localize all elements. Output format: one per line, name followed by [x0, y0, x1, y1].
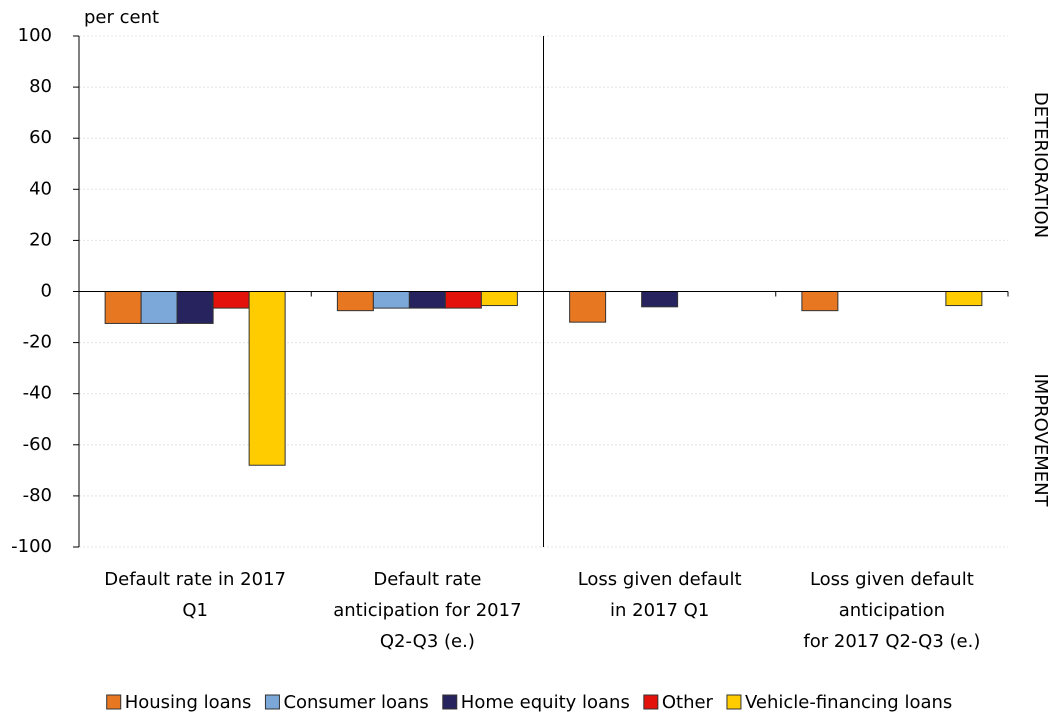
- y-tick-label: 40: [29, 178, 52, 199]
- bar: [336, 291, 374, 312]
- y-tick-label: -20: [23, 332, 52, 353]
- legend-swatch: [264, 694, 280, 710]
- y-tick-label: 0: [41, 281, 52, 302]
- y-tick-label: -60: [23, 434, 52, 455]
- side-label: DETERIORATION: [1030, 92, 1051, 238]
- label-line: Q2-Q3 (e.): [380, 631, 475, 652]
- bar: [480, 291, 518, 307]
- bar: [641, 291, 679, 308]
- bar: [569, 291, 607, 323]
- bar: [212, 291, 250, 309]
- bar: [104, 291, 142, 324]
- bar: [408, 291, 446, 309]
- y-tick-label: 20: [29, 229, 52, 250]
- bar: [945, 291, 983, 307]
- legend-label: Home equity loans: [461, 692, 630, 713]
- label-line: Loss given default: [810, 569, 974, 590]
- y-tick-label: -100: [11, 536, 52, 557]
- label-line: in 2017 Q1: [610, 600, 709, 621]
- x-tick-label: Loss given default anticipation for 2017 Q…: [803, 569, 980, 652]
- legend-label: Other: [662, 692, 714, 713]
- legend-label: Housing loans: [125, 692, 252, 713]
- bar: [801, 291, 839, 312]
- bar: [248, 291, 286, 466]
- bar: [176, 291, 214, 324]
- y-unit-label: per cent: [84, 7, 159, 28]
- y-tick-label: 60: [29, 127, 52, 148]
- y-tick-label: 80: [29, 76, 52, 97]
- bar: [372, 291, 410, 309]
- y-tick-label: -80: [23, 485, 52, 506]
- bar: [140, 291, 178, 324]
- bar: [444, 291, 482, 309]
- legend-swatch: [726, 694, 742, 710]
- label-line: Default rate: [373, 569, 481, 590]
- y-tick-label: -40: [23, 383, 52, 404]
- legend-swatch: [106, 694, 122, 710]
- label-line: anticipation for 2017: [333, 600, 521, 621]
- label-line: for 2017 Q2-Q3 (e.): [803, 631, 980, 652]
- legend-swatch: [643, 694, 659, 710]
- x-tick-label: Default rate anticipation for 2017 Q2-Q3 (…: [333, 569, 521, 652]
- legend-swatch: [442, 694, 458, 710]
- label-line: Q1: [182, 600, 208, 621]
- y-tick-label: 100: [18, 25, 52, 46]
- label-line: anticipation: [839, 600, 945, 621]
- label-line: Loss given default: [578, 569, 742, 590]
- legend-label: Consumer loans: [283, 692, 428, 713]
- x-tick-label: Loss given default in 2017 Q1: [578, 569, 742, 621]
- x-tick-label: Default rate in 2017 Q1: [104, 569, 286, 621]
- side-label: IMPROVEMENT: [1030, 373, 1051, 507]
- label-line: Default rate in 2017: [104, 569, 286, 590]
- legend-label: Vehicle-financing loans: [745, 692, 952, 713]
